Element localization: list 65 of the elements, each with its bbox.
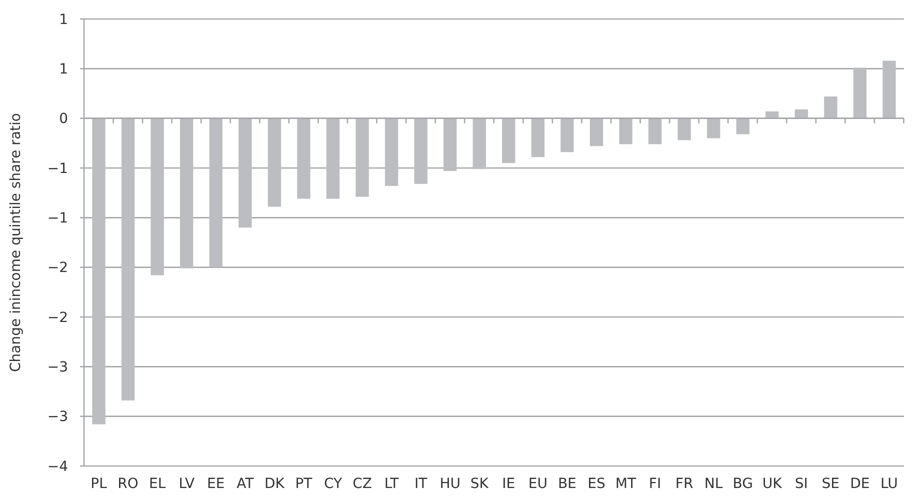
bar — [590, 118, 604, 146]
x-tick-label: MT — [615, 476, 636, 492]
x-tick-label: CZ — [352, 476, 372, 492]
x-tick-label: IT — [414, 476, 428, 492]
x-tick-label: LU — [880, 476, 898, 492]
bar — [824, 96, 838, 118]
bar — [150, 118, 164, 276]
x-tick-label: FI — [648, 476, 662, 492]
y-tick-label: 1 — [59, 62, 68, 78]
bar — [678, 118, 691, 140]
y-tick-label: −1 — [47, 160, 68, 177]
bar — [209, 118, 222, 268]
bar — [92, 118, 106, 424]
bar — [560, 118, 574, 152]
x-tick-label: DE — [850, 476, 870, 492]
x-tick-label: FR — [675, 476, 694, 492]
x-tick-label: LV — [178, 476, 195, 492]
x-tick-label: EL — [149, 476, 166, 492]
bar — [326, 118, 340, 199]
x-tick-label: BE — [558, 476, 576, 492]
bar — [384, 118, 398, 186]
x-tick-label: RO — [118, 476, 138, 492]
x-tick-label: BG — [732, 476, 753, 492]
x-tick-label: DK — [264, 476, 286, 492]
bar — [736, 118, 750, 134]
bar — [180, 118, 194, 268]
y-tick-label: −4 — [47, 458, 68, 475]
y-tick-label: −3 — [47, 360, 68, 376]
bar — [706, 118, 720, 138]
bar — [619, 118, 632, 144]
y-tick-label: −1 — [47, 210, 68, 227]
x-tick-label: PL — [90, 476, 108, 492]
x-tick-label: SK — [470, 476, 490, 492]
y-tick-label: 0 — [59, 111, 68, 128]
y-tick-label: 1 — [59, 12, 68, 28]
y-axis-title: Change inincome quintile share ratio — [8, 113, 24, 372]
x-tick-label: ES — [588, 476, 606, 492]
x-tick-label: SE — [822, 476, 840, 492]
bar — [444, 118, 457, 171]
y-tick-label: −2 — [47, 260, 68, 276]
x-tick-label: LT — [384, 476, 400, 492]
bar — [502, 118, 516, 164]
bar — [297, 118, 310, 199]
bar — [531, 118, 544, 158]
bar — [648, 118, 662, 144]
x-tick-label: CY — [324, 476, 342, 492]
bar — [472, 118, 486, 169]
bar — [268, 118, 282, 207]
bar — [414, 118, 428, 184]
bar — [882, 60, 896, 118]
y-tick-label: −3 — [47, 409, 68, 426]
x-tick-label: SI — [794, 476, 808, 492]
x-tick-label: EU — [528, 476, 548, 492]
bar — [356, 118, 369, 197]
bar — [853, 68, 867, 118]
y-tick-label: −2 — [47, 310, 68, 326]
x-tick-label: PT — [295, 476, 313, 492]
x-tick-label: IE — [502, 476, 516, 492]
x-tick-label: HU — [440, 476, 460, 492]
bar — [121, 118, 135, 400]
x-tick-label: NL — [704, 476, 723, 492]
x-tick-label: EE — [207, 476, 225, 492]
x-tick-label: AT — [236, 476, 254, 492]
x-tick-label: UK — [762, 476, 783, 492]
bar — [238, 118, 252, 228]
